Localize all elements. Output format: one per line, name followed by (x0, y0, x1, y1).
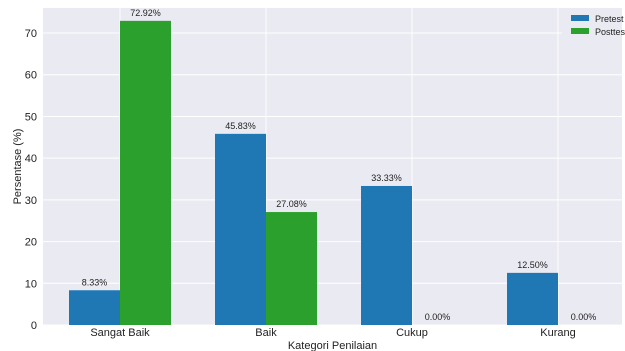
legend-swatch-posttest (571, 28, 589, 34)
x-axis-label: Kategori Penilaian (288, 340, 377, 351)
bar-pretest-sangat-baik (69, 290, 120, 325)
x-axis-ticks: Sangat Baik Baik Cukup Kurang (90, 327, 575, 339)
data-label-pretest-kurang: 12.50% (517, 260, 548, 270)
bar-pretest-cukup (361, 185, 412, 325)
x-tick-label-cukup: Cukup (396, 327, 428, 339)
bars (69, 20, 558, 326)
y-tick-label-60: 60 (25, 70, 37, 82)
y-tick-label-10: 10 (25, 278, 37, 290)
x-tick-label-kurang: Kurang (540, 327, 575, 339)
bar-posttest-sangat-baik (120, 20, 171, 326)
data-label-posttest-cukup: 0.00% (425, 312, 451, 322)
legend-swatch-pretest (571, 15, 589, 21)
data-label-posttest-baik: 27.08% (276, 199, 307, 209)
data-label-posttest-sangat-baik: 72.92% (130, 8, 161, 18)
y-tick-label-20: 20 (25, 237, 37, 249)
data-labels: 8.33% 45.83% 33.33% 12.50% 72.92% 27.08% 0.00%… (82, 8, 597, 322)
y-tick-label-40: 40 (25, 153, 37, 165)
data-label-pretest-baik: 45.83% (225, 121, 256, 131)
y-axis-ticks: 0 10 20 30 40 50 60 70 (25, 28, 37, 332)
legend: Pretest Posttest (562, 11, 625, 41)
y-tick-label-50: 50 (25, 111, 37, 123)
bar-posttest-baik (266, 212, 317, 325)
data-label-posttest-kurang: 0.00% (571, 312, 597, 322)
bar-pretest-baik (215, 133, 266, 325)
y-axis-label: Persentase (%) (12, 129, 24, 205)
x-tick-label-baik: Baik (255, 327, 277, 339)
data-label-pretest-cukup: 33.33% (371, 173, 402, 183)
y-tick-label-0: 0 (31, 320, 37, 332)
legend-label-posttest: Posttest (595, 27, 625, 37)
legend-label-pretest: Pretest (595, 14, 624, 24)
bar-pretest-kurang (507, 272, 558, 325)
y-tick-label-30: 30 (25, 195, 37, 207)
data-label-pretest-sangat-baik: 8.33% (82, 277, 108, 287)
y-tick-label-70: 70 (25, 28, 37, 40)
x-tick-label-sangat-baik: Sangat Baik (90, 327, 150, 339)
